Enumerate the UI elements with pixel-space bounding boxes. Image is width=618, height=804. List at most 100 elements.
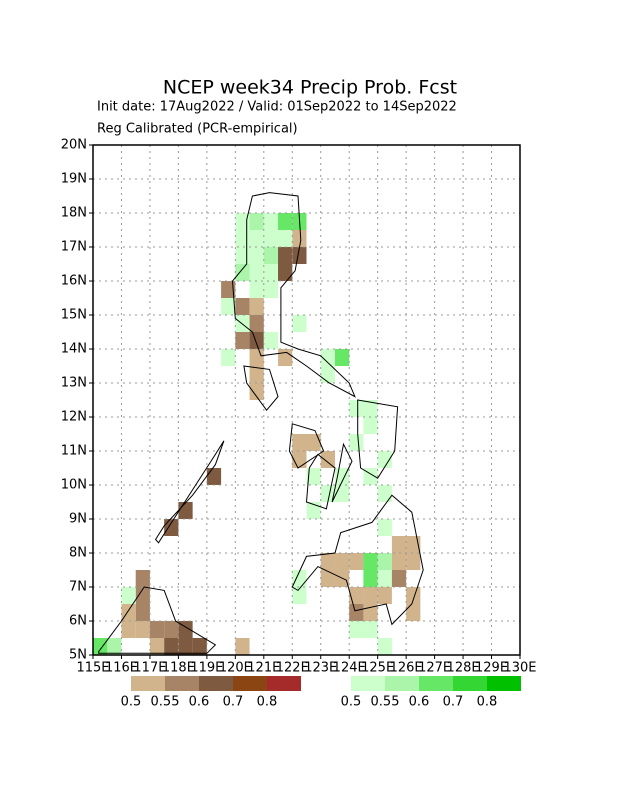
x-tick-label: 118E xyxy=(162,661,195,676)
y-tick-label: 19N xyxy=(61,172,87,187)
legend-swatch xyxy=(385,676,419,691)
y-tick-label: 14N xyxy=(61,342,87,357)
prob-cell xyxy=(320,349,335,366)
prob-cell xyxy=(349,553,364,570)
prob-cell xyxy=(135,604,150,621)
legend-swatch xyxy=(487,676,521,691)
prob-cell xyxy=(377,485,392,502)
prob-cell xyxy=(235,298,250,315)
y-tick-label: 20N xyxy=(61,138,87,153)
prob-cell xyxy=(263,213,279,230)
prob-cell xyxy=(249,298,264,315)
coast-path xyxy=(305,453,336,510)
title: NCEP week34 Precip Prob. Fcst xyxy=(163,77,457,99)
legend-label: 0.55 xyxy=(371,695,400,710)
prob-cell xyxy=(349,400,364,417)
prob-cell xyxy=(278,247,293,264)
x-tick-label: 123E xyxy=(304,661,337,676)
prob-cell xyxy=(235,247,250,264)
prob-cell xyxy=(292,451,307,468)
prob-cell xyxy=(377,587,392,604)
x-tick-label: 116E xyxy=(105,661,138,676)
legend-swatch xyxy=(267,676,301,691)
prob-cell xyxy=(278,230,293,247)
prob-cell xyxy=(406,536,421,553)
prob-cell xyxy=(278,349,293,366)
legend-swatch xyxy=(233,676,267,691)
coast-path xyxy=(291,494,424,626)
prob-cell xyxy=(349,434,364,451)
coast-path xyxy=(331,442,353,503)
grid xyxy=(93,145,520,655)
legend-swatch xyxy=(453,676,487,691)
legend-label: 0.6 xyxy=(409,695,430,710)
y-tick-label: 10N xyxy=(61,478,87,493)
prob-cell xyxy=(263,264,279,281)
x-tick-label: 124E xyxy=(333,661,366,676)
prob-cell xyxy=(334,553,350,570)
prob-cell xyxy=(377,519,392,536)
x-tick-label: 122E xyxy=(276,661,309,676)
prob-cell xyxy=(292,587,307,604)
x-tick-label: 125E xyxy=(361,661,394,676)
legend-label: 0.8 xyxy=(477,695,498,710)
prob-cell xyxy=(164,621,179,638)
x-tick-label: 120E xyxy=(219,661,252,676)
x-tick-label: 129E xyxy=(475,661,508,676)
plot-frame xyxy=(92,144,521,656)
prob-cell xyxy=(292,434,307,451)
prob-cell xyxy=(149,621,165,638)
prob-cell xyxy=(320,366,335,383)
prob-cell xyxy=(263,247,279,264)
prob-cell xyxy=(377,570,392,587)
prob-cell xyxy=(320,553,335,570)
x-tick-label: 128E xyxy=(447,661,480,676)
prob-cell xyxy=(178,502,193,519)
prob-cell xyxy=(135,587,150,604)
legend-label: 0.8 xyxy=(257,695,278,710)
legend: 0.5 0.55 0.6 0.7 0.8 0.5 0.55 0.6 0.7 0.8 xyxy=(121,676,521,710)
prob-cell xyxy=(292,570,307,587)
prob-cell xyxy=(235,213,250,230)
prob-cell xyxy=(363,621,378,638)
prob-cell xyxy=(306,434,321,451)
y-tick-label: 16N xyxy=(61,274,87,289)
prob-cell xyxy=(235,264,250,281)
prob-cell xyxy=(249,315,264,332)
prob-cell xyxy=(278,213,293,230)
y-tick-label: 17N xyxy=(61,240,87,255)
prob-cell xyxy=(249,264,264,281)
x-tick-label: 126E xyxy=(390,661,423,676)
x-tick-label: 117E xyxy=(133,661,166,676)
legend-swatch xyxy=(351,676,385,691)
y-tick-label: 11N xyxy=(61,444,87,459)
prob-cell xyxy=(320,451,335,468)
prob-cell xyxy=(263,332,279,349)
prob-cell xyxy=(149,638,165,655)
coast-path xyxy=(243,365,279,412)
prob-cell xyxy=(263,281,279,298)
legend-label: 0.7 xyxy=(223,695,244,710)
prob-cell xyxy=(349,587,364,604)
prob-cell xyxy=(406,587,421,604)
prob-cell xyxy=(406,553,421,570)
y-tick-label: 18N xyxy=(61,206,87,221)
prob-cell xyxy=(164,519,179,536)
prob-cell xyxy=(178,638,193,655)
legend-label: 0.7 xyxy=(443,695,464,710)
coast-path xyxy=(154,440,225,544)
axis-labels: 115E116E117E118E119E120E121E122E123E124E… xyxy=(61,138,537,676)
prob-cell xyxy=(107,638,122,655)
cells xyxy=(93,213,421,655)
prob-cell xyxy=(320,485,335,502)
legend-swatch xyxy=(199,676,233,691)
y-tick-label: 5N xyxy=(69,648,87,663)
prob-cell xyxy=(334,485,350,502)
prob-cell xyxy=(363,570,378,587)
coast-path xyxy=(98,586,217,654)
prob-cell xyxy=(221,281,236,298)
prob-cell xyxy=(164,638,179,655)
prob-cell xyxy=(235,638,250,655)
prob-cell xyxy=(391,553,407,570)
